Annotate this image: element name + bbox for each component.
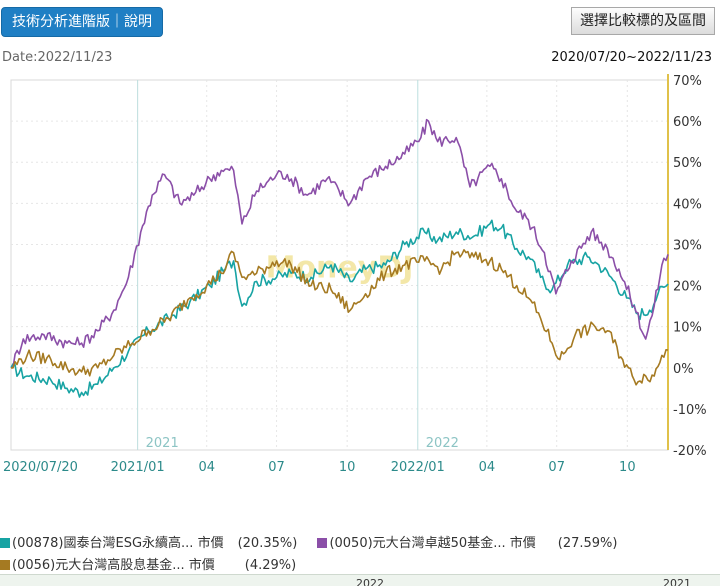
- bottom-year-label: 2022: [356, 577, 384, 586]
- y-tick-label: 50%: [673, 156, 702, 171]
- x-tick-label: 04: [198, 460, 215, 475]
- series-line-0: [10, 219, 669, 398]
- comparison-line-chart: MoneyDJ 70% 60% 50% 40% 30% 20% 10% 0% -10% -20% 20…: [3, 74, 707, 475]
- x-tick-label: 07: [548, 460, 565, 475]
- y-tick-label: 60%: [673, 115, 702, 130]
- y-tick-label: 30%: [673, 238, 702, 253]
- tech-analysis-tab[interactable]: 技術分析進階版｜說明: [1, 7, 163, 37]
- legend-pct-0050: (27.59%): [557, 536, 618, 551]
- legend-label-0056: (0056)元大台灣高股息基金... 市價: [12, 558, 215, 573]
- x-tick-label: 2020/07/20: [3, 460, 78, 475]
- legend-item-0050[interactable]: (0050)元大台灣卓越50基金... 市價 (27.59%): [317, 536, 617, 551]
- watermark-text: MoneyDJ: [266, 250, 414, 285]
- legend-row-2: (0056)元大台灣高股息基金... 市價 (4.29%): [0, 554, 296, 573]
- legend-item-0056[interactable]: (0056)元大台灣高股息基金... 市價 (4.29%): [0, 558, 296, 573]
- x-tick-label: 04: [479, 460, 496, 475]
- y-tick-label: 20%: [673, 280, 702, 295]
- range-label: 2020/07/20~2022/11/23: [551, 50, 712, 65]
- year-marker-label: 2022: [426, 436, 459, 451]
- legend-swatch-00878: [0, 538, 10, 548]
- bottom-year-label: 2021: [663, 577, 691, 586]
- legend-pct-0056: (4.29%): [244, 558, 297, 573]
- y-tick-label: 40%: [673, 197, 702, 212]
- select-comparison-button[interactable]: 選擇比較標的及區間: [571, 7, 715, 35]
- legend-item-00878[interactable]: (00878)國泰台灣ESG永續高... 市價 (20.35%): [0, 536, 297, 551]
- legend-pct-00878: (20.35%): [237, 536, 298, 551]
- x-tick-label: 10: [339, 460, 356, 475]
- series-line-1: [10, 118, 669, 369]
- date-label: Date:2022/11/23: [2, 50, 113, 65]
- legend-row-1: (00878)國泰台灣ESG永續高... 市價 (20.35%) (0050)元大…: [0, 532, 617, 551]
- y-tick-label: -20%: [673, 444, 707, 459]
- plot-area: [10, 79, 669, 451]
- y-tick-label: 10%: [673, 321, 702, 336]
- x-tick-label: 2022/01: [391, 460, 445, 475]
- x-tick-label: 2021/01: [111, 460, 165, 475]
- y-tick-label: -10%: [673, 403, 707, 418]
- legend-label-00878: (00878)國泰台灣ESG永續高... 市價: [12, 536, 224, 551]
- series-line-2: [10, 249, 669, 386]
- y-tick-label: 0%: [673, 362, 694, 377]
- x-tick-label: 10: [619, 460, 636, 475]
- bottom-table-strip: 2022 2021: [0, 574, 720, 586]
- legend-label-0050: (0050)元大台灣卓越50基金... 市價: [329, 536, 536, 551]
- x-tick-label: 07: [268, 460, 285, 475]
- legend-swatch-0056: [0, 560, 10, 570]
- year-marker-label: 2021: [146, 436, 179, 451]
- y-tick-label: 70%: [673, 74, 702, 89]
- legend-swatch-0050: [317, 538, 328, 548]
